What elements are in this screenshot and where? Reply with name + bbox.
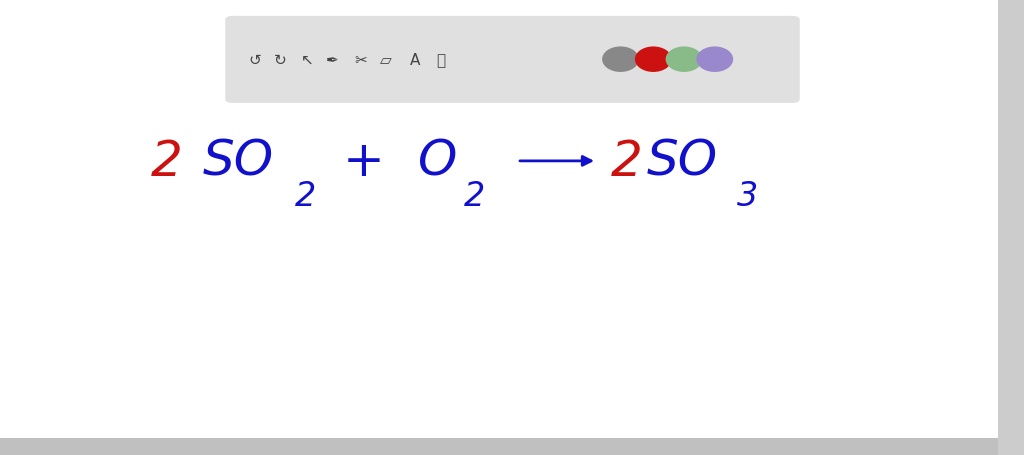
Bar: [0, 438, 1024, 455]
Text: 2: 2: [464, 179, 484, 212]
Text: SO: SO: [203, 137, 273, 186]
Text: ↺: ↺: [249, 53, 261, 67]
Text: ↖: ↖: [301, 53, 313, 67]
Text: ▱: ▱: [380, 53, 392, 67]
Text: 2: 2: [295, 179, 315, 212]
Text: ✒: ✒: [327, 53, 339, 67]
Ellipse shape: [635, 47, 672, 73]
Text: O: O: [418, 137, 457, 186]
Text: A: A: [410, 53, 420, 67]
FancyBboxPatch shape: [225, 17, 800, 104]
Text: ✂: ✂: [354, 53, 367, 67]
Text: +: +: [343, 137, 384, 186]
Bar: [998, 0, 1024, 455]
Text: 🖼: 🖼: [436, 53, 444, 67]
Text: ↻: ↻: [274, 53, 287, 67]
Ellipse shape: [696, 47, 733, 73]
Text: 2: 2: [151, 137, 183, 186]
Ellipse shape: [602, 47, 639, 73]
Text: 2: 2: [610, 137, 642, 186]
Ellipse shape: [666, 47, 702, 73]
Text: SO: SO: [647, 137, 718, 186]
Text: 3: 3: [737, 179, 758, 212]
